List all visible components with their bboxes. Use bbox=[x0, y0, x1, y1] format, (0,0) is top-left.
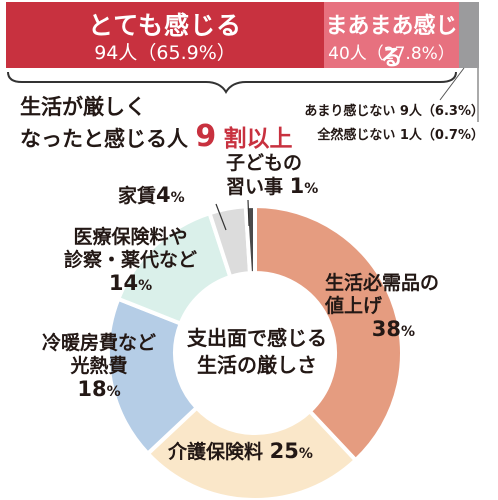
slice-pct-necessities-value: 38 bbox=[371, 317, 401, 341]
leader-line-lessons bbox=[247, 199, 250, 227]
slice-name-medical-2: 診察・薬代など bbox=[64, 249, 198, 271]
headline-unit: 割以上 bbox=[223, 126, 293, 152]
slice-pct-medical-value: 14 bbox=[108, 271, 139, 295]
donut-slice-necessities bbox=[253, 203, 404, 463]
center-title-line1: 支出面で感じる bbox=[187, 326, 327, 350]
bar-segment-strong: とても感じる 94人（65.9%） bbox=[6, 2, 324, 68]
donut-slice-lessons bbox=[243, 203, 257, 276]
slice-label-rent: 家賃4% bbox=[118, 184, 185, 210]
slice-label-utilities: 冷暖房費など 光熱費 18% bbox=[42, 332, 156, 404]
pct-sign: % bbox=[138, 278, 153, 294]
headline: 生活が厳しく なったと感じる人 9 割以上 bbox=[20, 92, 293, 154]
slice-pct-utilities: 18% bbox=[42, 378, 156, 404]
slice-name-lessons-1: 子どもの bbox=[226, 152, 303, 174]
minor-label-not-much: あまり感じない 9人（6.3%） bbox=[304, 104, 484, 119]
headline-line1: 生活が厳しく bbox=[20, 95, 146, 119]
slice-name-rent: 家賃 bbox=[118, 185, 157, 207]
slice-pct-utilities-value: 18 bbox=[77, 377, 107, 401]
slice-pct-rent: 4% bbox=[156, 183, 185, 207]
pct-sign: % bbox=[400, 324, 416, 340]
slice-label-lessons: 子どもの 習い事 1% bbox=[226, 152, 318, 201]
minor-label-not-at-all: 全然感じない 1人（0.7%） bbox=[317, 128, 484, 143]
bar-label-somewhat: まあまあ感じる bbox=[325, 14, 458, 71]
bar-value-somewhat: 40人（27.8%） bbox=[328, 44, 455, 64]
slice-pct-lessons-value: 1 bbox=[289, 174, 305, 198]
headline-number: 9 bbox=[195, 119, 217, 154]
slice-pct-care: 25% bbox=[270, 439, 313, 463]
leader-line-rent bbox=[215, 203, 227, 231]
slice-pct-medical: 14% bbox=[64, 272, 197, 298]
slice-name-medical-1: 医療保険料や bbox=[73, 226, 188, 248]
slice-name-lessons-2-wrap: 習い事 1% bbox=[226, 175, 318, 201]
headline-line2-wrap: なったと感じる人 9 割以上 bbox=[20, 122, 293, 154]
slice-name-utilities-1: 冷暖房費など bbox=[42, 332, 157, 354]
bar-segment-somewhat: まあまあ感じる 40人（27.8%） bbox=[324, 2, 459, 71]
slice-name-utilities-2: 光熱費 bbox=[70, 355, 128, 377]
slice-pct-lessons: 1% bbox=[290, 174, 319, 198]
slice-name-necessities-1: 生活必需品の bbox=[325, 272, 440, 294]
pct-sign: % bbox=[304, 181, 319, 197]
pct-sign: % bbox=[298, 446, 313, 462]
center-title-line2: 生活の厳しさ bbox=[197, 353, 317, 377]
brace-graphic bbox=[7, 67, 479, 122]
slice-pct-rent-value: 4 bbox=[156, 183, 171, 207]
slice-pct-necessities: 38% bbox=[325, 318, 439, 344]
bar-segment-not bbox=[459, 2, 479, 68]
donut-slice-care-insurance bbox=[145, 404, 359, 500]
slice-name-care: 介護保険料 bbox=[168, 441, 264, 463]
slice-name-lessons-2: 習い事 bbox=[226, 176, 284, 198]
slice-label-care-insurance: 介護保険料 25% bbox=[168, 440, 313, 466]
bar-label-strong: とても感じる bbox=[87, 11, 242, 40]
headline-line2: なったと感じる人 bbox=[20, 127, 188, 151]
slice-name-necessities-2: 値上げ bbox=[325, 295, 383, 317]
slice-label-necessities: 生活必需品の 値上げ 38% bbox=[325, 272, 439, 344]
bar-value-strong: 94人（65.9%） bbox=[94, 42, 236, 64]
pct-sign: % bbox=[170, 190, 185, 206]
donut-center-title: 支出面で感じる 生活の厳しさ bbox=[181, 325, 333, 379]
slice-label-medical: 医療保険料や 診察・薬代など 14% bbox=[64, 226, 197, 298]
pct-sign: % bbox=[106, 384, 121, 400]
slice-pct-care-value: 25 bbox=[269, 439, 299, 463]
